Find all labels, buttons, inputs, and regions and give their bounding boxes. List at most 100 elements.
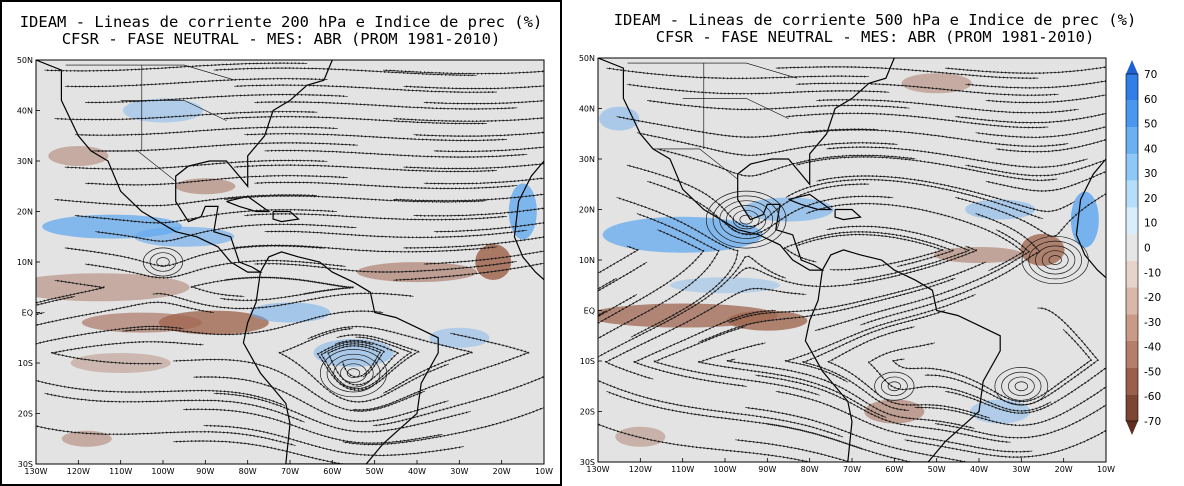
lon-tick-label: 80W [239,467,257,476]
streamline [393,116,544,123]
precip-anomaly-area [475,244,512,280]
streamline [64,77,328,88]
lat-tick-label: 30N [579,155,595,164]
streamline [85,174,348,187]
map-panel-200hpa: IDEAM - Lineas de corriente 200 hPa e In… [0,0,562,486]
streamline [955,111,1106,124]
lon-tick-label: 20W [493,467,511,476]
streamline [383,69,544,75]
colorbar-segment [1126,394,1138,421]
colorbar-label: 70 [1144,69,1157,81]
lon-tick-label: 130W [24,467,47,476]
colorbar-label: 20 [1144,193,1157,205]
streamline [413,206,544,217]
lon-tick-label: 60W [323,467,341,476]
lat-tick-label: 30S [580,458,595,467]
vortex-streamline [887,381,901,392]
vortex-streamline [739,214,753,225]
streamline [783,230,954,267]
lon-tick-label: 10W [535,467,553,476]
lat-tick-label: 30N [17,157,33,166]
streamline [735,438,883,462]
precipitation-index-colorbar: 70 60 50 40 30 20 10 0 -10 -20 -30 -40 -50 -60 -70 [1125,60,1161,435]
panel-title-line2: CFSR - FASE NEUTRAL - MES: ABR (PROM 198… [655,28,1095,46]
vortex-streamline [1028,240,1083,280]
precip-anomaly-area [934,246,1024,263]
lat-tick-label: 20N [17,208,33,217]
lon-tick-label: 110W [109,467,132,476]
colorbar-label: -10 [1144,267,1161,279]
streamline [244,132,508,142]
colorbar-segment [1126,367,1138,395]
streamline [995,138,1106,153]
lat-tick-label: 20S [18,410,33,419]
colorbar-label: -60 [1144,391,1161,403]
streamline [904,428,1106,459]
vortex-streamline [1041,250,1069,270]
streamline [393,261,544,282]
lon-tick-label: 30W [1012,465,1030,474]
streamline [190,276,352,298]
vortex-streamline [1048,255,1062,265]
lat-tick-label: 10S [18,359,33,368]
lon-tick-label: 100W [151,467,174,476]
streamline [775,65,1039,80]
colorbar-label: 50 [1144,119,1157,131]
colorbar-segment [1126,314,1138,341]
vortex-streamline [705,190,787,249]
vortex-streamline [346,368,361,378]
coastline [513,89,544,281]
streamline [254,100,518,111]
lat-tick-label: 10S [580,357,595,366]
streamline [403,162,544,170]
panel-title-line1: IDEAM - Lineas de corriente 500 hPa e In… [613,11,1137,29]
streamline [423,176,544,185]
streamline [264,149,528,159]
precip-anomaly-area [313,338,394,367]
lon-tick-label: 30W [450,467,468,476]
streamline [36,325,184,346]
vortex-streamline [340,363,367,383]
lon-tick-label: 130W [586,465,609,474]
streamline [598,310,607,317]
lat-tick-label: 20N [579,206,595,215]
lat-tick-label: 50N [579,54,595,63]
panel-title-line2: CFSR - FASE NEUTRAL - MES: ABR (PROM 198… [61,30,501,48]
colorbar-segment [1126,287,1138,315]
vortex-streamline [874,371,915,401]
streamline [264,229,528,239]
lon-tick-label: 110W [671,465,694,474]
vortex-streamline [149,252,177,272]
streamline [433,145,544,153]
lon-tick-label: 70W [281,467,299,476]
lon-tick-label: 100W [713,465,736,474]
panel-title-line1: IDEAM - Lineas de corriente 200 hPa e In… [19,13,543,31]
streamline [975,125,1106,139]
colorbar-label: 0 [1144,243,1151,255]
colorbar-label: -50 [1144,366,1161,378]
lat-tick-label: 50N [17,56,33,65]
vortex-streamline [319,349,388,398]
vortex-streamline [1001,371,1042,401]
colorbar-segment [1126,154,1138,181]
lon-tick-label: 40W [970,465,988,474]
streamline [74,126,338,137]
lon-tick-label: 70W [843,465,861,474]
lat-tick-label: 40N [17,107,33,116]
streamline [423,99,544,105]
vortex-streamline [719,200,773,239]
streamline [945,65,1106,75]
streamline [234,163,497,173]
vortex-streamline [1035,245,1076,275]
colorbar-label: -30 [1144,317,1161,329]
lon-tick-label: 120W [67,467,90,476]
colorbar-segment [1126,100,1138,128]
lon-tick-label: 50W [928,465,946,474]
streamline [36,301,214,327]
lon-tick-label: 20W [1055,465,1073,474]
precip-anomaly-area [670,277,780,294]
lat-tick-label: 40N [579,105,595,114]
streamline [413,131,544,138]
colorbar-label: 30 [1144,168,1157,180]
